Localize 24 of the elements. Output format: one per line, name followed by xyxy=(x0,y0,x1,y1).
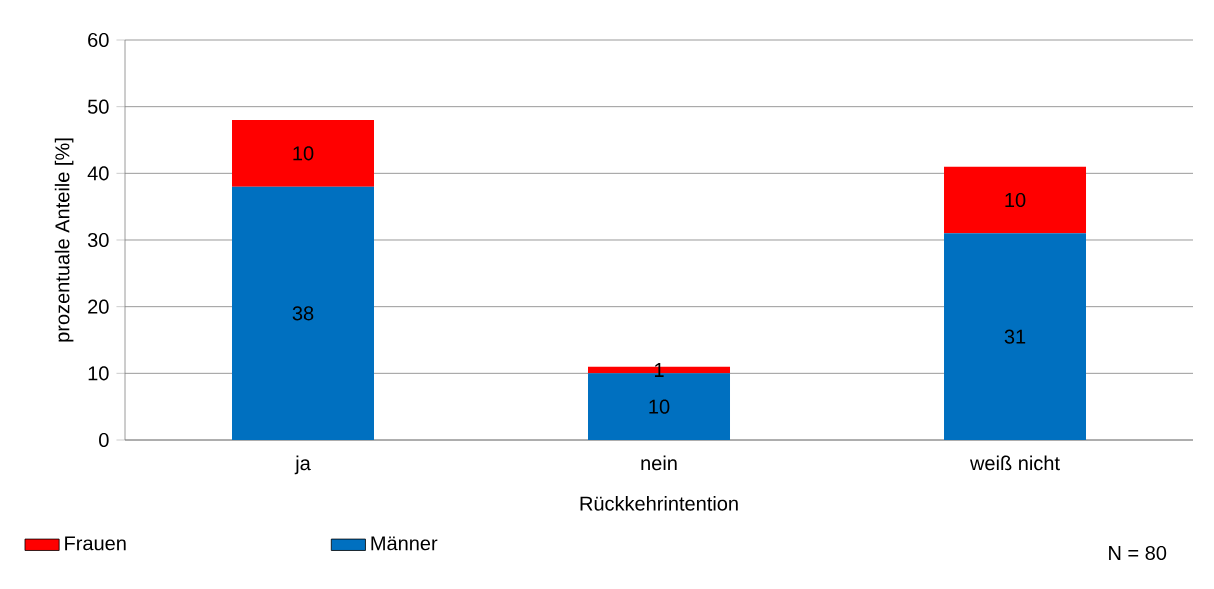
data-label: 10 xyxy=(1005,192,1026,208)
y-tick-label: 30 xyxy=(87,232,109,248)
data-label: 10 xyxy=(649,399,670,414)
text: N = 80 xyxy=(1109,545,1167,561)
y-tick-label: 0 xyxy=(99,432,109,448)
bar xyxy=(232,186,374,440)
data-label: 38 xyxy=(292,306,314,321)
data-label: 10 xyxy=(293,146,314,161)
data-label: 31 xyxy=(1004,329,1026,344)
bar xyxy=(232,120,374,187)
y-tick-label: 20 xyxy=(88,299,109,314)
y-tick-label: 60 xyxy=(88,32,109,48)
legend-label: Männer xyxy=(371,536,438,551)
y-tick-label: 10 xyxy=(88,366,109,381)
x-tick-label: nein xyxy=(641,455,677,471)
y-tick-label: 50 xyxy=(87,99,109,114)
bar xyxy=(944,233,1087,440)
legend-label: Frauen xyxy=(65,536,126,551)
x-tick-label: weiß nicht xyxy=(969,455,1060,471)
y-axis-title: prozentuale Anteile [%] xyxy=(54,138,74,342)
x-axis-title: Rückkehrintention xyxy=(580,495,738,511)
bar xyxy=(944,166,1087,234)
y-tick-label: 40 xyxy=(87,166,109,181)
x-tick-label: ja xyxy=(294,455,311,475)
